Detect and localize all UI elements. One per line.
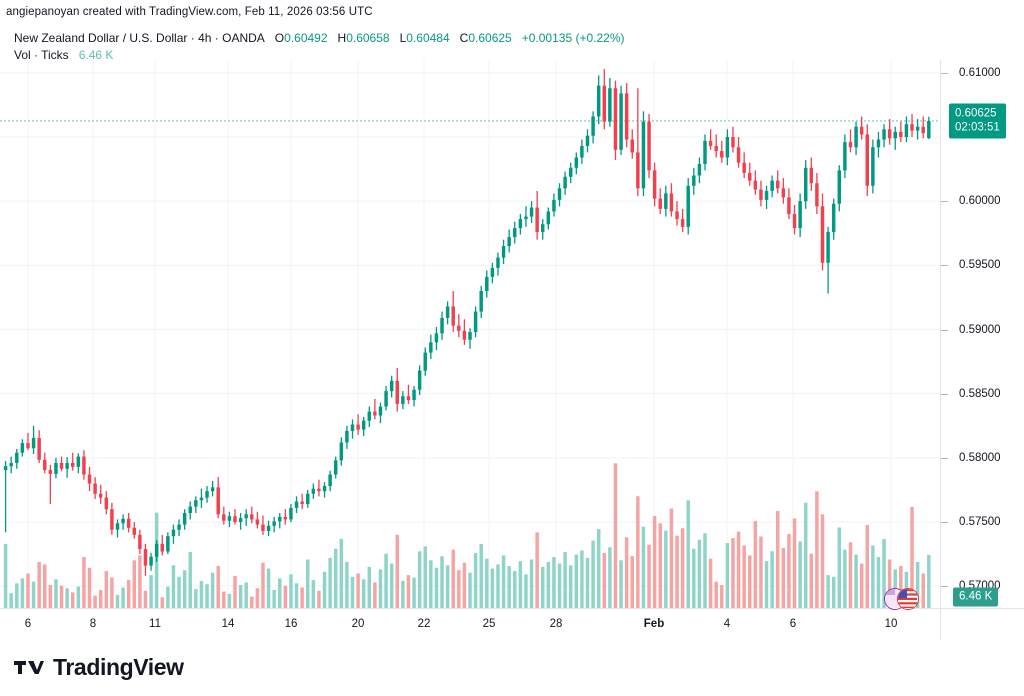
time-tick-label: 11 <box>149 618 161 630</box>
legend-volume-title[interactable]: Vol · Ticks <box>14 48 69 62</box>
volume-value-badge[interactable]: 6.46 K <box>953 587 999 607</box>
current-price-badge[interactable]: 0.60625 02:03:51 <box>949 103 1006 139</box>
legend-low-label: L <box>399 31 407 45</box>
legend-low-value: 0.60484 <box>406 31 450 45</box>
price-scale[interactable]: 0.61000 0.60000 0.59500 0.59000 0.58500 0.580… <box>940 60 1024 608</box>
time-tick-label: 16 <box>284 618 298 630</box>
time-tick-label: 14 <box>221 618 235 630</box>
legend-exchange: OANDA <box>222 31 265 45</box>
price-tick-label: 0.57500 <box>959 516 1001 528</box>
time-tick-label: 25 <box>482 618 496 630</box>
time-tick-label: 8 <box>89 618 97 630</box>
time-tick-label: 10 <box>884 618 898 630</box>
price-tick-label: 0.58500 <box>959 387 1001 400</box>
price-tick-mark <box>941 201 948 203</box>
tradingview-mark-icon <box>14 661 44 674</box>
current-price-value: 0.60625 <box>955 107 997 120</box>
bar-countdown: 02:03:51 <box>955 121 1000 134</box>
legend-open-value: 0.60492 <box>284 31 328 45</box>
time-scale[interactable]: 6811141620222528Feb461012 <box>0 608 962 640</box>
attribution-text: angiepanoyan created with TradingView.co… <box>6 6 373 18</box>
chart-legend: New Zealand Dollar / U.S. Dollar · 4h · … <box>14 30 624 64</box>
time-scale-corner <box>940 608 1024 640</box>
price-tick-label: 0.59500 <box>959 259 1001 272</box>
legend-close-label: C <box>459 31 469 45</box>
candlestick-svg <box>0 60 940 608</box>
currency-pair-flags <box>884 586 928 612</box>
chart-plot-area[interactable] <box>0 60 940 608</box>
time-tick-label: 6 <box>789 618 797 630</box>
legend-symbol[interactable]: New Zealand Dollar / U.S. Dollar <box>14 31 188 45</box>
legend-sep-1: · <box>187 31 199 45</box>
price-tick-label: 0.61000 <box>959 66 1001 79</box>
legend-high-label: H <box>337 31 347 45</box>
price-tick-mark <box>941 72 948 74</box>
legend-sep-2: · <box>211 31 223 45</box>
tradingview-logo[interactable]: TradingView <box>14 654 184 681</box>
time-tick-label: 6 <box>24 618 32 630</box>
price-tick-mark <box>941 329 948 331</box>
usd-flag-icon <box>897 588 919 610</box>
legend-open-label: O <box>274 31 285 45</box>
legend-change: +0.00135 (+0.22%) <box>521 31 625 45</box>
price-tick-mark <box>941 522 948 523</box>
time-tick-label: 22 <box>417 618 431 630</box>
tradingview-wordmark: TradingView <box>53 654 184 680</box>
time-tick-label: 4 <box>723 618 731 630</box>
time-tick-label: 28 <box>549 618 563 630</box>
legend-close-value: 0.60625 <box>468 31 512 45</box>
price-tick-mark <box>941 586 948 588</box>
footer-bar: TradingView <box>0 640 1024 696</box>
time-tick-label: 20 <box>351 618 365 630</box>
legend-interval[interactable]: 4h <box>198 31 212 45</box>
price-tick-label: 0.60000 <box>959 195 1001 208</box>
legend-volume-value: 6.46 K <box>78 48 114 62</box>
price-tick-mark <box>941 393 948 395</box>
time-tick-label: Feb <box>643 618 665 630</box>
price-tick-mark <box>941 265 948 267</box>
legend-symbol-row: New Zealand Dollar / U.S. Dollar · 4h · … <box>14 30 624 47</box>
price-tick-label: 0.59000 <box>959 323 1001 336</box>
legend-volume-row: Vol · Ticks 6.46 K <box>14 47 624 64</box>
price-tick-mark <box>941 457 948 459</box>
price-tick-label: 0.58000 <box>959 451 1001 464</box>
legend-high-value: 0.60658 <box>346 31 390 45</box>
